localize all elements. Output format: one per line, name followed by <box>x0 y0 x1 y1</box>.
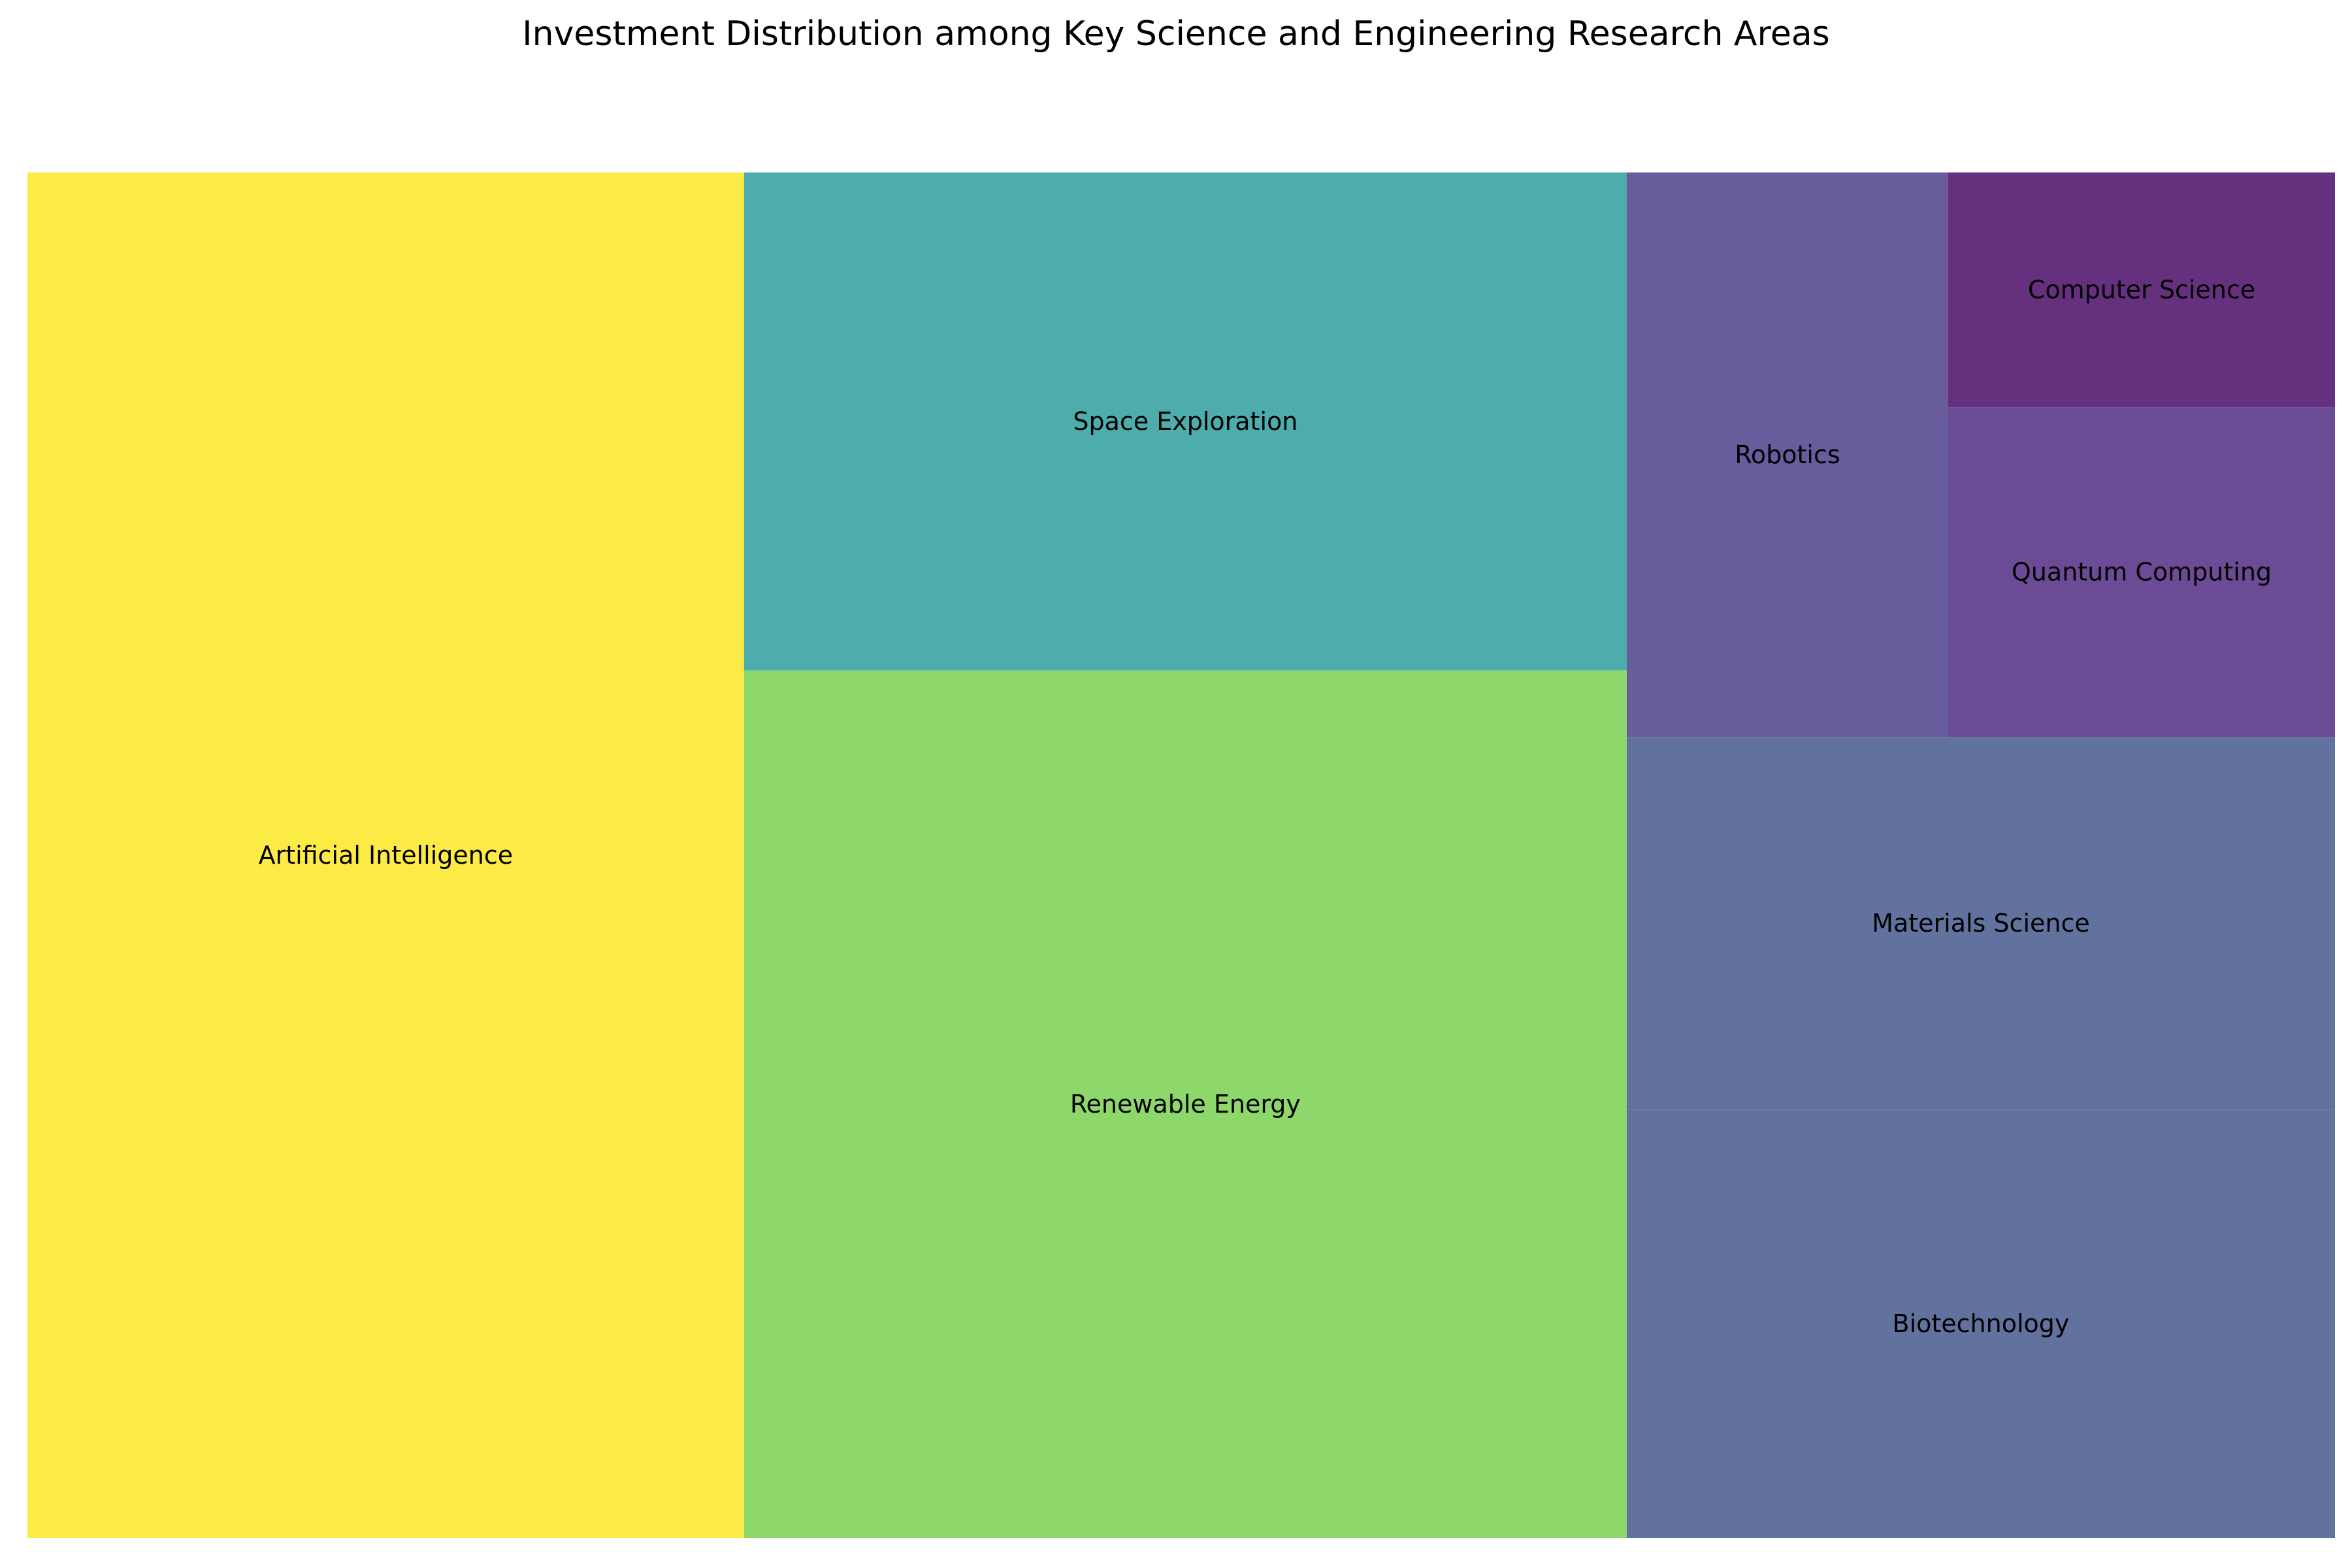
tile-label-quantum-computing: Quantum Computing <box>2012 558 2272 587</box>
tile-label-biotechnology: Biotechnology <box>1893 1309 2070 1338</box>
tile-label-robotics: Robotics <box>1735 440 1840 469</box>
tile-label-artificial-intelligence: Artificial Intelligence <box>259 841 513 870</box>
tile-label-computer-science: Computer Science <box>2028 276 2255 304</box>
tile-label-space-exploration: Space Exploration <box>1073 407 1298 436</box>
tile-label-renewable-energy: Renewable Energy <box>1070 1090 1301 1119</box>
tile-label-materials-science: Materials Science <box>1872 909 2090 938</box>
